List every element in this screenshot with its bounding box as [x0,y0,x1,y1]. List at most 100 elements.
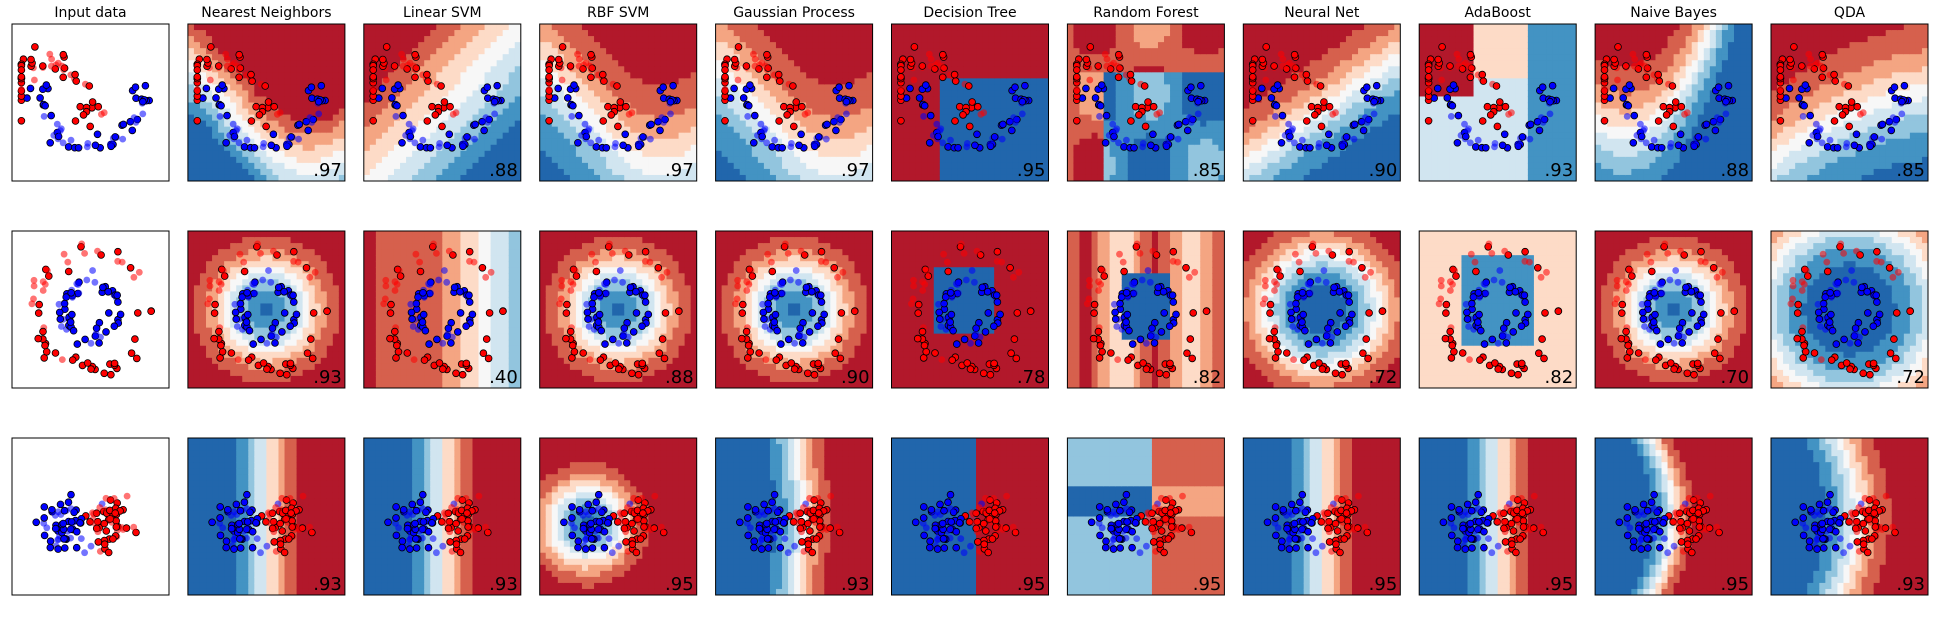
decision-cell [218,150,225,158]
decision-cell [1151,84,1159,92]
decision-cell [1182,168,1189,176]
data-point [842,97,851,106]
decision-cell [1079,162,1087,170]
decision-cell [460,120,468,128]
data-point [1082,84,1090,93]
decision-cell [1170,162,1177,170]
decision-cell [514,36,521,43]
decision-cell [612,132,619,140]
decision-cell [721,162,729,170]
decision-cell [575,126,583,134]
decision-cell [375,36,383,43]
data-point [656,126,664,135]
decision-cell [1206,168,1213,176]
decision-cell [769,126,777,134]
decision-cell [472,108,480,116]
decision-cell [830,144,837,152]
decision-cell [794,78,801,85]
decision-cell [812,162,819,170]
decision-cell [254,36,261,43]
decision-cell [508,168,516,176]
decision-cell [848,48,856,55]
decision-cell [721,138,729,146]
decision-cell [1133,96,1141,104]
decision-cell [508,30,516,37]
decision-cell [642,102,649,110]
decision-cell [666,60,674,67]
decision-cell [332,144,340,152]
decision-cell [314,24,322,31]
decision-cell [1261,150,1269,158]
decision-cell [412,162,419,170]
decision-cell [1018,42,1025,49]
decision-cell [290,144,298,152]
decision-cell [436,72,443,79]
decision-cell [988,36,995,43]
decision-cell [866,108,873,116]
decision-cell [502,36,510,43]
decision-cell [284,156,292,164]
decision-cell [988,60,995,67]
decision-cell [563,102,571,110]
decision-cell [260,66,267,73]
decision-cell [1267,102,1275,110]
decision-cell [933,54,941,61]
data-point [788,140,795,147]
decision-cell [672,156,680,164]
decision-cell [254,72,261,79]
decision-cell [1000,114,1007,122]
decision-cell [375,54,383,61]
decision-cell [769,24,777,31]
decision-cell [606,120,613,128]
decision-cell [1006,84,1013,92]
decision-cell [854,36,862,43]
decision-cell [842,168,850,176]
decision-cell [369,108,377,116]
decision-cell [660,66,668,73]
decision-cell [563,114,571,122]
decision-cell [296,102,304,110]
decision-cell [278,54,286,61]
decision-cell [308,168,316,176]
decision-cell [1097,48,1105,55]
decision-cell [418,36,425,43]
decision-cell [1000,168,1007,176]
decision-cell [666,150,674,158]
decision-cell [739,126,747,134]
decision-cell [1097,54,1105,61]
decision-cell [684,36,692,43]
decision-cell [660,156,668,164]
decision-cell [308,66,316,73]
decision-cell [1243,156,1250,164]
decision-cell [1243,168,1250,176]
decision-cell [514,132,521,140]
decision-cell [915,126,923,134]
decision-cell [1200,78,1207,85]
decision-cell [672,108,680,116]
decision-cell [775,126,783,134]
decision-cell [1194,144,1201,152]
decision-cell [363,126,371,134]
decision-cell [1121,42,1129,49]
decision-cell [1164,108,1171,116]
decision-cell [1036,162,1044,170]
decision-cell [224,90,231,98]
decision-cell [1164,168,1171,176]
decision-cell [800,42,807,49]
decision-cell [248,66,255,73]
decision-cell [1206,60,1213,67]
decision-cell [1200,120,1207,128]
decision-cell [1085,96,1093,104]
decision-cell [891,132,899,140]
decision-cell [199,72,207,79]
decision-cell [915,108,923,116]
decision-cell [842,66,850,73]
decision-cell [575,150,583,158]
decision-cell [903,108,911,116]
decision-cell [1073,42,1081,49]
decision-cell [248,174,255,181]
decision-cell [218,168,225,176]
decision-cell [1067,60,1075,67]
decision-cell [326,102,334,110]
decision-cell [588,36,595,43]
